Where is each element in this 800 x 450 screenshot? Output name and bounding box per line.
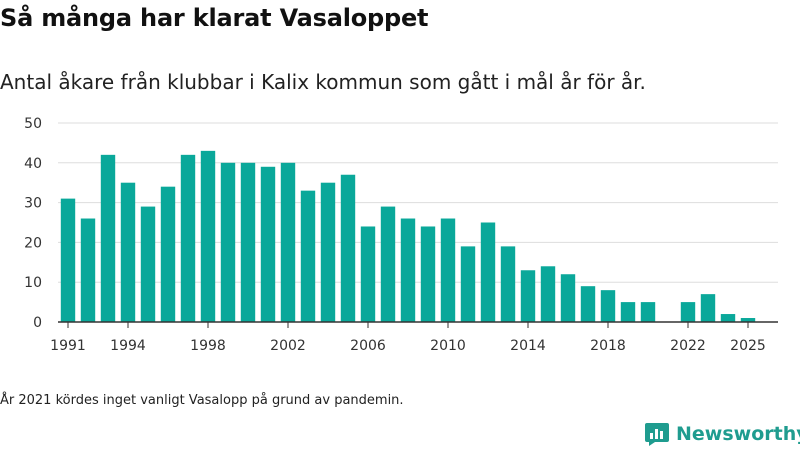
y-tick-label: 40 [24, 156, 42, 172]
x-tick-label: 2018 [590, 338, 626, 354]
bars [60, 150, 756, 322]
brand-logo[interactable]: Newsworthy [644, 420, 800, 448]
newsworthy-icon [645, 423, 669, 446]
bar-2018 [600, 290, 616, 322]
y-axis-ticks: 0 10 20 30 40 50 [24, 116, 42, 331]
x-tick-label: 1991 [50, 338, 86, 354]
x-axis-ticks: 1991 1994 1998 2002 2006 2010 2014 2018 2022 2025 [50, 322, 766, 354]
bar-2017 [580, 286, 596, 322]
bar-2004 [320, 182, 336, 322]
bar-2007 [380, 206, 396, 322]
bar-2001 [260, 166, 276, 322]
bar-2025 [740, 318, 756, 322]
bar-2012 [480, 222, 496, 322]
x-tick-label: 2025 [730, 338, 766, 354]
x-tick-label: 1998 [190, 338, 226, 354]
grid-lines [58, 122, 778, 283]
x-tick-label: 2002 [270, 338, 306, 354]
x-tick-label: 1994 [110, 338, 146, 354]
bar-1997 [180, 154, 196, 322]
x-tick-label: 2022 [670, 338, 706, 354]
footnote: År 2021 kördes inget vanligt Vasalopp på… [0, 393, 404, 408]
bar-1999 [220, 162, 236, 322]
bar-1991 [60, 198, 76, 322]
bar-2006 [360, 226, 376, 322]
bar-2000 [240, 162, 256, 322]
y-tick-label: 0 [33, 315, 42, 331]
bar-2020 [640, 302, 656, 322]
bar-2002 [280, 162, 296, 322]
bar-2009 [420, 226, 436, 322]
bar-1992 [80, 218, 96, 322]
bar-2022 [680, 302, 696, 322]
bar-2024 [720, 314, 736, 322]
x-tick-label: 2014 [510, 338, 546, 354]
x-tick-label: 2006 [350, 338, 386, 354]
bar-2008 [400, 218, 416, 322]
chart-subtitle: Antal åkare från klubbar i Kalix kommun … [0, 70, 646, 94]
y-tick-label: 50 [24, 116, 42, 132]
chart-title: Så många har klarat Vasaloppet [0, 4, 429, 32]
bar-2013 [500, 246, 516, 322]
x-tick-label: 2010 [430, 338, 466, 354]
bar-2015 [540, 266, 556, 322]
bar-1998 [200, 150, 216, 322]
bar-2011 [460, 246, 476, 322]
bar-2014 [520, 270, 536, 322]
brand-name: Newsworthy [676, 423, 800, 445]
bar-1995 [140, 206, 156, 322]
bar-2023 [700, 294, 716, 322]
bar-1996 [160, 186, 176, 322]
y-tick-label: 10 [24, 275, 42, 291]
bar-1994 [120, 182, 136, 322]
bar-2005 [340, 174, 356, 322]
bar-2010 [440, 218, 456, 322]
bar-2019 [620, 302, 636, 322]
bar-2016 [560, 274, 576, 322]
y-tick-label: 30 [24, 196, 42, 212]
y-tick-label: 20 [24, 235, 42, 251]
bar-2003 [300, 190, 316, 322]
bar-1993 [100, 154, 116, 322]
